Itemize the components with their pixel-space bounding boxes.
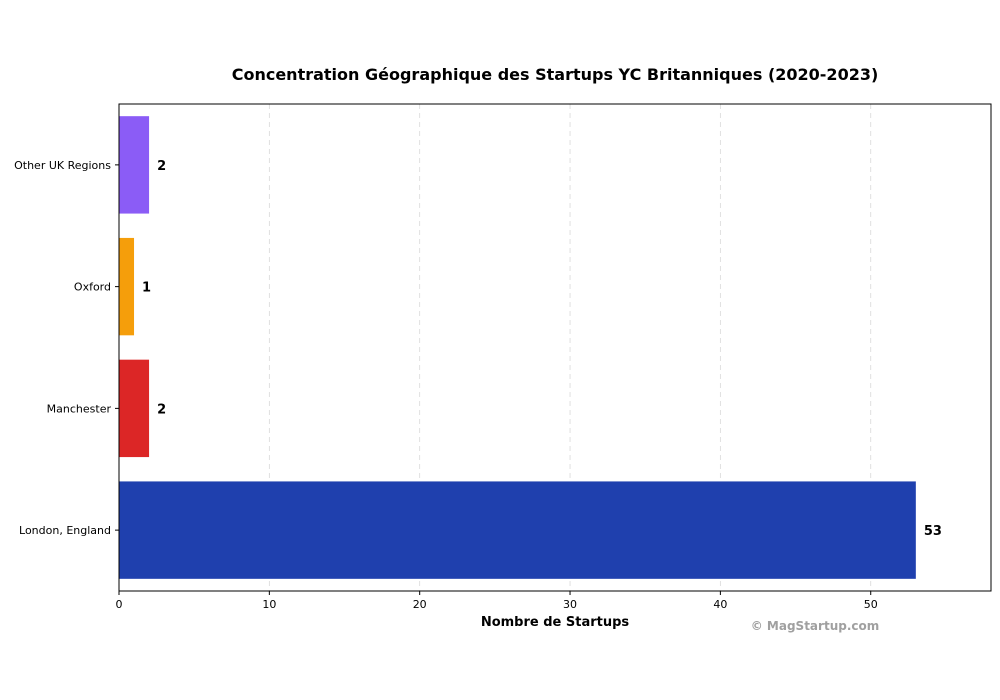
x-tick-label: 20: [413, 598, 427, 611]
x-tick-label: 0: [116, 598, 123, 611]
bars: 53 2 1 2: [119, 116, 942, 579]
y-tick-label: Oxford: [74, 281, 111, 294]
x-tick-label: 40: [713, 598, 727, 611]
y-tick-label: Manchester: [47, 402, 112, 415]
chart-title: Concentration Géographique des Startups …: [232, 65, 879, 84]
x-axis-label: Nombre de Startups: [481, 615, 630, 630]
data-label: 2: [157, 402, 166, 417]
data-label: 53: [924, 524, 942, 539]
x-tick-label: 10: [262, 598, 276, 611]
bar: [119, 116, 150, 214]
data-label: 2: [157, 159, 166, 174]
x-tick-label: 30: [563, 598, 577, 611]
bar: [119, 359, 150, 458]
plot-frame: [118, 103, 992, 592]
y-axis-ticks: London, England Manchester Oxford Other UK …: [14, 159, 119, 537]
y-tick-label: Other UK Regions: [14, 159, 111, 172]
y-tick-label: London, England: [19, 524, 111, 537]
watermark: © MagStartup.com: [751, 619, 880, 633]
data-label: 1: [142, 281, 151, 296]
x-tick-label: 50: [864, 598, 878, 611]
x-axis-ticks: 0 10 20 30 40 50: [116, 591, 878, 611]
bar: [119, 481, 916, 579]
bar: [119, 237, 135, 336]
